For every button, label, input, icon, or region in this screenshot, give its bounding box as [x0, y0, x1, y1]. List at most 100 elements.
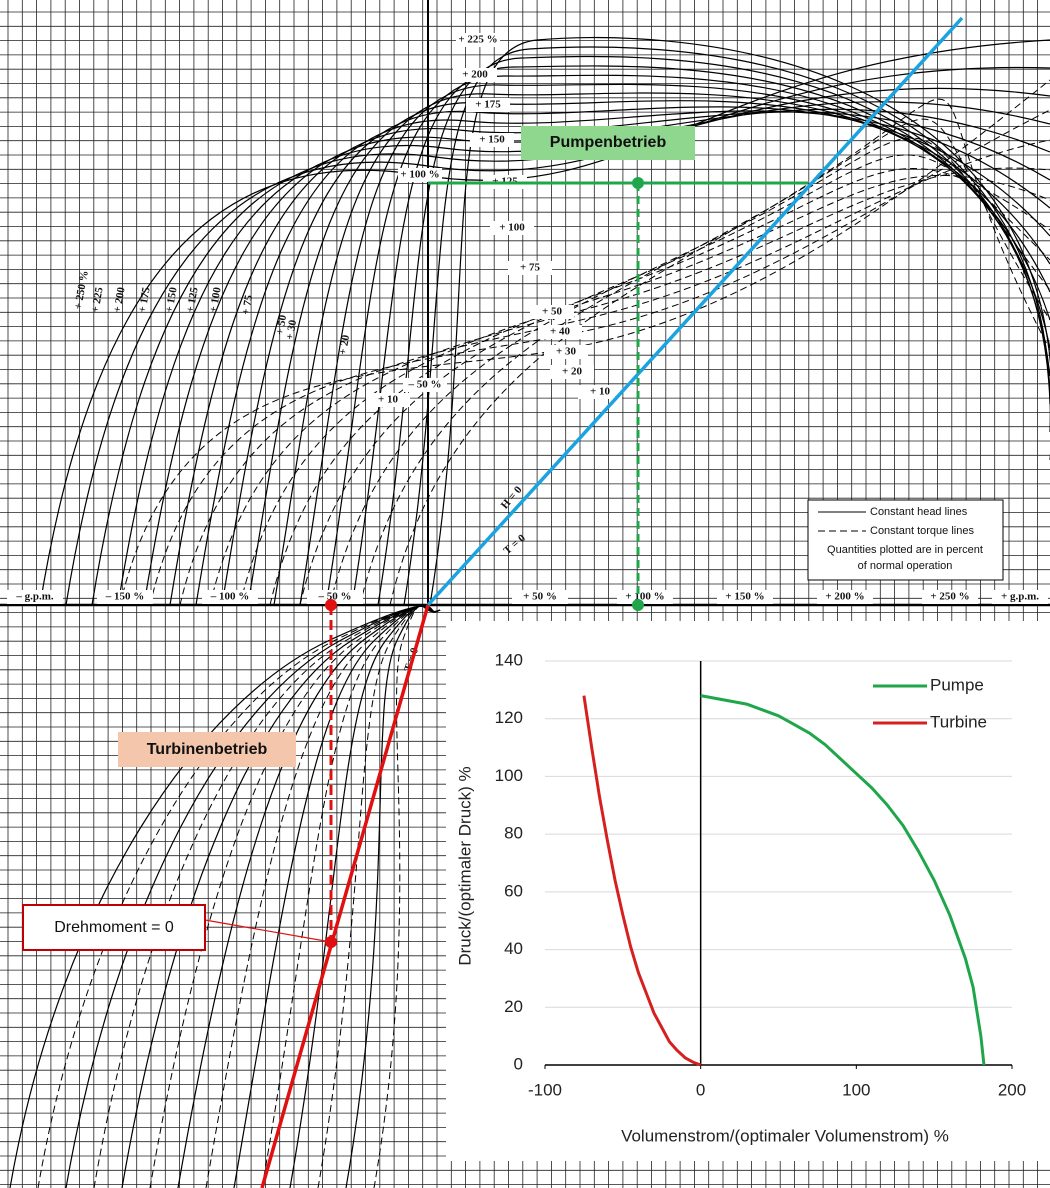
torque-leader [204, 919, 332, 943]
head-curve [429, 36, 1050, 606]
head-label: + 20 [562, 366, 583, 378]
left-label: + 200 [111, 286, 127, 314]
label-bg [530, 305, 574, 319]
label-bg [456, 33, 500, 47]
torque-label: Drehmoment = 0 [54, 919, 174, 936]
head-curve [377, 55, 1050, 606]
head-label: + 175 [475, 99, 501, 111]
legend-label: Pumpe [930, 675, 984, 694]
head-label: + 50 [542, 306, 563, 318]
head-label: + 150 [479, 134, 505, 146]
scan-legend-text: Quantities plotted are in percent [827, 544, 983, 556]
turbine-box [118, 732, 296, 767]
axis-label: + 150 % [725, 591, 764, 603]
head-curve [273, 92, 1050, 606]
y-tick-label: 0 [514, 1054, 523, 1073]
y-tick-label: 40 [504, 939, 523, 958]
head-curve [299, 83, 1050, 606]
head-curve [117, 101, 1050, 606]
label-bg [817, 590, 873, 604]
label-bg [466, 98, 510, 112]
y-tick-label: 80 [504, 824, 523, 843]
label-bg [398, 168, 442, 182]
head-curve [403, 46, 1050, 606]
label-bg [7, 590, 63, 604]
scan-legend-text: of normal operation [858, 560, 953, 572]
torque-curve [269, 168, 1050, 606]
head-label: + 100 % [400, 169, 439, 181]
x-tick-label: 0 [696, 1080, 705, 1099]
label-bg [544, 345, 588, 359]
x-tick-label: 200 [998, 1080, 1026, 1099]
label-bg [922, 590, 978, 604]
head-label: – 50 % [408, 379, 442, 391]
pump-point [632, 599, 644, 611]
label-bg [512, 590, 568, 604]
y-tick-label: 20 [504, 997, 523, 1016]
head-label: + 10 [378, 394, 399, 406]
label-bg [717, 590, 773, 604]
left-label: + 30 [284, 319, 299, 341]
pump-label: Pumpenbetrieb [550, 134, 667, 151]
head-label: + 10 [590, 386, 611, 398]
y-tick-label: 120 [495, 708, 523, 727]
label-bg [403, 378, 447, 392]
y-axis-title: Druck/(optimaler Druck) % [455, 766, 474, 965]
left-label: + 225 [89, 286, 105, 314]
turbine-label: Turbinenbetrieb [147, 741, 268, 758]
axis-label: – g.p.m. [15, 591, 54, 603]
axis-label: + 250 % [930, 591, 969, 603]
axis-label: – 100 % [210, 591, 250, 603]
head-label: + 225 % [458, 34, 497, 46]
inset-bg [446, 621, 1050, 1161]
label-bg [470, 133, 514, 147]
axis-label: – 50 % [318, 591, 352, 603]
label-bg [97, 590, 153, 604]
scan-legend-text: Constant head lines [870, 506, 968, 518]
left-label: + 20 [337, 334, 352, 356]
pump-box [521, 126, 695, 160]
torque-box [22, 904, 206, 951]
axis-label: + 100 % [625, 591, 664, 603]
x-tick-label: 100 [842, 1080, 870, 1099]
scan-legend [807, 499, 1004, 581]
label-bg [366, 393, 410, 407]
label-bg [490, 221, 534, 235]
head-curve [351, 65, 1050, 606]
torque-curve [329, 137, 1050, 606]
y-tick-label: 140 [495, 650, 523, 669]
head-curve [65, 66, 1050, 606]
scan-legend-text: Constant torque lines [870, 525, 974, 537]
head-label: + 30 [556, 346, 577, 358]
label-bg [617, 590, 673, 604]
axis-label: – 150 % [105, 591, 145, 603]
left-label: + 100 [207, 286, 223, 314]
label-bg [538, 325, 582, 339]
label-bg [202, 590, 258, 604]
label-bg [992, 590, 1048, 604]
torque-curve [359, 118, 1050, 606]
x-tick-label: -100 [528, 1080, 562, 1099]
pump-point [632, 177, 644, 189]
label-bg [550, 365, 594, 379]
label-bg [307, 590, 363, 604]
series-line [700, 694, 986, 1066]
left-label: + 50 [274, 314, 289, 336]
series-line [582, 695, 702, 1067]
h-zero-line [426, 16, 964, 607]
left-label: + 175 [136, 286, 152, 314]
head-curve [325, 74, 1050, 606]
label-bg [453, 68, 497, 82]
left-label: + 125 [184, 286, 200, 314]
lower-curve [317, 605, 441, 1188]
inset-chart: 0 20 40 60 80 100 120 140 -100 0 100 200 Volumenstro… [446, 621, 1050, 1161]
head-label: + 200 [462, 69, 488, 81]
left-label: + 150 [163, 286, 179, 314]
lower-curve [373, 605, 441, 1188]
left-label: + 75 [240, 294, 255, 316]
overlay: Pumpenbetrieb Turbinenbetrieb Drehmoment =… [22, 16, 964, 1188]
axis-label: + 50 % [523, 591, 557, 603]
head-label: + 100 [499, 222, 525, 234]
turbine-point [325, 599, 337, 611]
